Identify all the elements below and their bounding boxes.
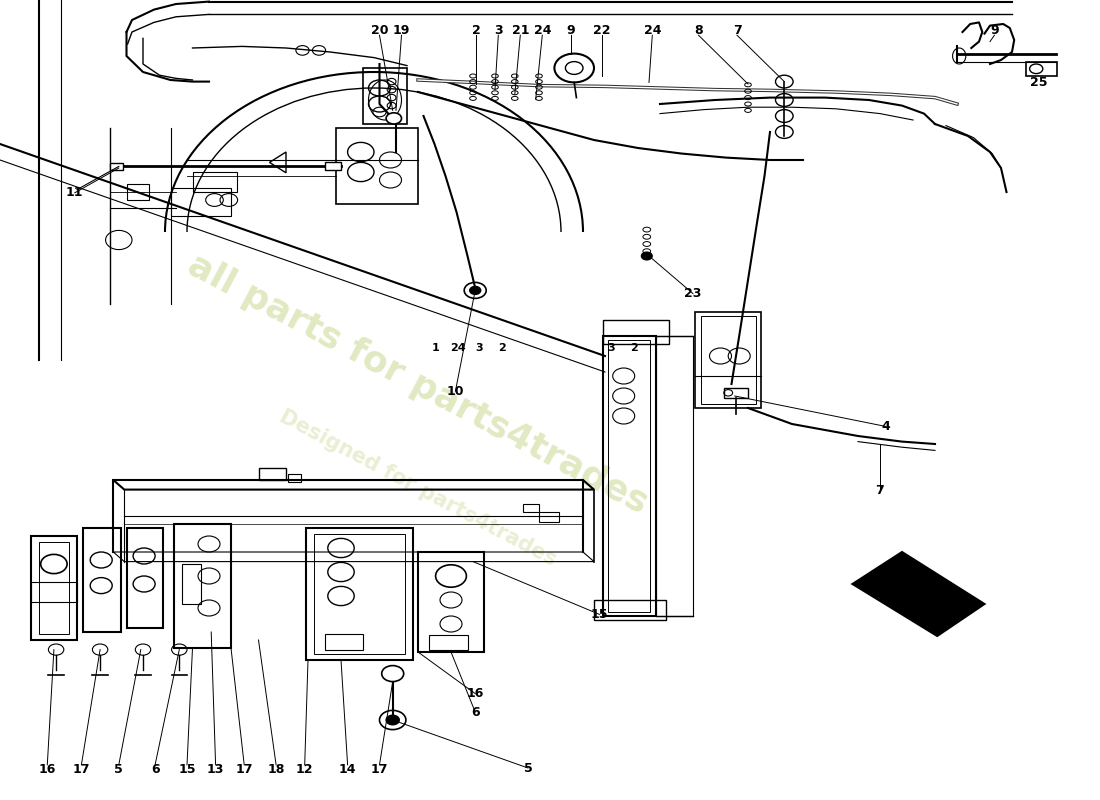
Text: 10: 10 — [447, 385, 464, 398]
Bar — [603, 336, 656, 616]
Text: 6: 6 — [151, 763, 160, 776]
Bar — [126, 184, 148, 200]
Bar — [336, 128, 418, 204]
Circle shape — [641, 252, 652, 260]
Bar — [429, 635, 468, 650]
Bar — [258, 468, 286, 480]
Text: 17: 17 — [371, 763, 388, 776]
Bar — [31, 582, 77, 602]
Bar — [110, 163, 123, 170]
Bar — [363, 68, 407, 124]
Bar — [324, 162, 341, 170]
Bar — [539, 512, 559, 522]
Text: 16: 16 — [39, 763, 56, 776]
Text: 3: 3 — [494, 24, 503, 37]
Text: 2: 2 — [629, 343, 638, 353]
Text: 22: 22 — [593, 24, 611, 37]
Circle shape — [386, 715, 399, 725]
Bar — [603, 320, 669, 344]
Text: 23: 23 — [684, 287, 702, 300]
Bar — [656, 336, 693, 616]
Text: 3: 3 — [608, 343, 615, 353]
Text: 8: 8 — [694, 24, 703, 37]
Text: 6: 6 — [471, 706, 480, 718]
Text: 16: 16 — [466, 687, 484, 700]
Text: 1: 1 — [431, 343, 440, 353]
Text: all parts for parts4trades: all parts for parts4trades — [183, 248, 653, 520]
Text: 25: 25 — [1030, 76, 1047, 89]
Bar — [170, 188, 231, 216]
Bar — [182, 564, 201, 604]
Bar — [192, 172, 236, 192]
Text: 13: 13 — [207, 763, 224, 776]
Text: 20: 20 — [371, 24, 388, 37]
Bar — [324, 634, 363, 650]
Text: 5: 5 — [524, 762, 532, 774]
Bar — [701, 316, 756, 404]
Text: 24: 24 — [534, 24, 551, 37]
Circle shape — [470, 286, 481, 294]
Bar — [724, 388, 748, 398]
Text: Designed for parts4trades: Designed for parts4trades — [276, 406, 560, 570]
Text: 7: 7 — [876, 484, 884, 497]
Polygon shape — [852, 552, 984, 636]
Text: 12: 12 — [296, 763, 314, 776]
Text: 17: 17 — [73, 763, 90, 776]
Text: 24: 24 — [450, 343, 465, 353]
Text: 18: 18 — [267, 763, 285, 776]
Text: 14: 14 — [339, 763, 356, 776]
Text: 3: 3 — [476, 343, 483, 353]
Text: 15: 15 — [178, 763, 196, 776]
Bar — [695, 312, 761, 408]
Text: 9: 9 — [990, 24, 999, 37]
Circle shape — [386, 113, 402, 124]
Text: 9: 9 — [566, 24, 575, 37]
Bar — [522, 504, 539, 512]
Text: 5: 5 — [114, 763, 123, 776]
Text: 19: 19 — [393, 24, 410, 37]
Text: 24: 24 — [644, 24, 661, 37]
Text: 2: 2 — [497, 343, 506, 353]
Text: 15: 15 — [591, 608, 608, 621]
Text: 17: 17 — [235, 763, 253, 776]
Text: 2: 2 — [472, 24, 481, 37]
Bar — [1026, 62, 1057, 76]
Text: 21: 21 — [512, 24, 529, 37]
Bar — [288, 474, 301, 482]
Text: 7: 7 — [733, 24, 741, 37]
Bar — [594, 600, 666, 620]
Bar — [608, 340, 650, 612]
Text: 4: 4 — [881, 420, 890, 433]
Text: 11: 11 — [66, 186, 84, 199]
